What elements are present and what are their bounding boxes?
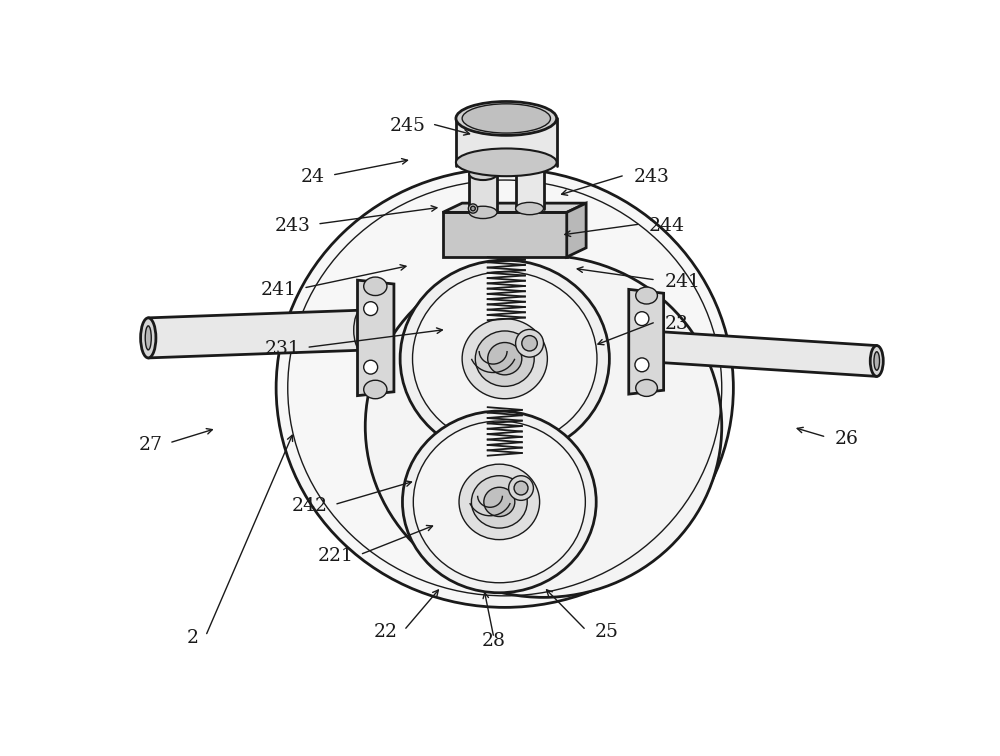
Ellipse shape: [462, 318, 547, 398]
Text: 25: 25: [595, 623, 619, 641]
Ellipse shape: [636, 380, 657, 396]
Ellipse shape: [471, 476, 527, 528]
Polygon shape: [629, 290, 664, 394]
Ellipse shape: [469, 168, 497, 180]
Circle shape: [516, 330, 544, 357]
Circle shape: [364, 302, 378, 315]
Ellipse shape: [354, 310, 369, 350]
Ellipse shape: [870, 345, 883, 376]
Ellipse shape: [141, 318, 156, 358]
Polygon shape: [358, 280, 394, 395]
Ellipse shape: [413, 421, 585, 583]
Text: 2: 2: [187, 629, 199, 647]
Circle shape: [514, 481, 528, 495]
Circle shape: [364, 360, 378, 374]
Text: 241: 241: [664, 273, 700, 290]
Ellipse shape: [456, 148, 557, 176]
Circle shape: [635, 358, 649, 372]
Ellipse shape: [364, 277, 387, 296]
Polygon shape: [443, 203, 586, 212]
Circle shape: [468, 204, 478, 213]
Text: 231: 231: [264, 340, 300, 358]
Ellipse shape: [402, 411, 596, 593]
Circle shape: [509, 476, 533, 500]
Text: 23: 23: [664, 314, 688, 333]
Ellipse shape: [400, 260, 609, 457]
Polygon shape: [148, 310, 361, 358]
Text: 28: 28: [482, 632, 506, 650]
Text: 241: 241: [261, 280, 297, 299]
Text: 245: 245: [390, 116, 426, 135]
Ellipse shape: [276, 169, 733, 607]
Ellipse shape: [364, 380, 387, 398]
Text: 243: 243: [633, 168, 669, 186]
Ellipse shape: [516, 160, 544, 172]
Ellipse shape: [462, 104, 550, 133]
Bar: [469, 174, 497, 212]
Circle shape: [635, 311, 649, 326]
Ellipse shape: [488, 342, 522, 375]
Ellipse shape: [475, 331, 534, 386]
Ellipse shape: [516, 203, 544, 215]
Polygon shape: [637, 330, 877, 376]
Ellipse shape: [365, 256, 722, 597]
Ellipse shape: [484, 488, 515, 516]
Bar: [456, 119, 557, 166]
Polygon shape: [567, 203, 586, 257]
Text: 221: 221: [318, 547, 354, 565]
Text: 24: 24: [301, 168, 325, 186]
Circle shape: [471, 206, 475, 211]
Polygon shape: [443, 212, 567, 257]
Ellipse shape: [459, 464, 540, 540]
Ellipse shape: [456, 101, 557, 135]
Ellipse shape: [874, 352, 880, 370]
Text: 244: 244: [649, 217, 685, 235]
Circle shape: [522, 336, 537, 351]
Text: 26: 26: [835, 430, 859, 448]
Ellipse shape: [145, 326, 151, 350]
Ellipse shape: [413, 271, 597, 446]
Ellipse shape: [636, 287, 657, 304]
Text: 27: 27: [138, 435, 162, 454]
Text: 242: 242: [292, 497, 328, 516]
Text: 243: 243: [275, 217, 311, 235]
Text: 22: 22: [374, 623, 398, 641]
Ellipse shape: [469, 206, 497, 218]
Bar: [516, 166, 544, 209]
